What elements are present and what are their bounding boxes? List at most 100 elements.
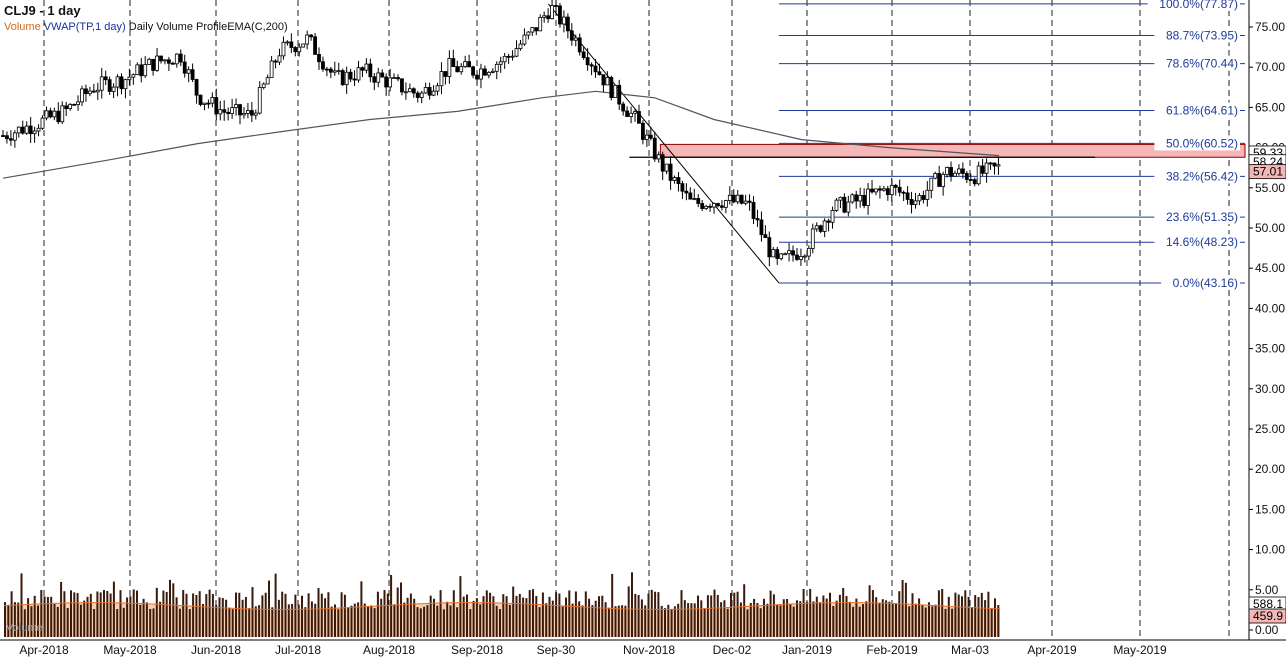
y-tick-label: 20.00: [1255, 462, 1285, 476]
volume-bar: [871, 590, 874, 637]
candle-body: [222, 109, 227, 113]
volume-bar: [591, 605, 594, 637]
volume-bar: [924, 607, 927, 637]
volume-bar: [228, 607, 231, 637]
volume-bar: [439, 590, 442, 637]
volume-bar: [829, 592, 831, 637]
volume-bar: [426, 605, 429, 637]
volume-bar: [690, 603, 693, 637]
candle-body: [372, 76, 377, 83]
volume-bar: [799, 601, 802, 637]
x-tick-label: Feb-2019: [866, 643, 918, 657]
candle-body: [968, 179, 973, 181]
volume-bar: [868, 585, 871, 637]
volume-bar: [466, 594, 468, 637]
candle-body: [257, 87, 262, 114]
candle-body: [16, 126, 21, 134]
volume-bar: [937, 590, 940, 637]
volume-bar: [805, 601, 808, 637]
candle-body: [380, 72, 385, 78]
volume-bar: [730, 593, 732, 637]
volume-bar: [258, 605, 261, 637]
candle-body: [684, 190, 689, 194]
volume-bar: [842, 587, 845, 637]
volume-bar: [27, 598, 30, 637]
volume-bar: [175, 597, 178, 637]
candle-body: [826, 220, 831, 223]
volume-bar: [667, 604, 670, 637]
study-volume[interactable]: Volume: [4, 21, 41, 33]
candle-body: [988, 162, 993, 165]
candle-body: [68, 103, 73, 110]
date-axis: Apr-2018 May-2018 Jun-2018 Jul-2018 Aug-2018…: [19, 643, 1167, 657]
volume-bar: [720, 602, 723, 637]
candle-body: [415, 92, 420, 98]
volume-bar: [766, 603, 769, 637]
volume-bar: [406, 597, 409, 637]
candle-body: [799, 256, 803, 260]
candle-body: [376, 72, 381, 83]
candle-body: [558, 5, 562, 25]
candle-body: [755, 218, 760, 221]
study-ema[interactable]: EMA(C,200): [227, 21, 288, 33]
volume-bar: [508, 604, 511, 637]
volume-bar: [571, 603, 574, 637]
candle-body: [759, 219, 764, 236]
candle-body: [514, 48, 519, 57]
volume-bar: [185, 593, 188, 637]
volume-bar: [654, 591, 657, 637]
price-marker-label: 459.9: [1253, 609, 1283, 623]
volume-bar: [621, 605, 624, 637]
volume-bar: [865, 601, 868, 637]
volume-bar: [594, 600, 597, 637]
candle-body: [388, 77, 393, 88]
candle-body: [305, 34, 310, 45]
volume-bar: [142, 598, 145, 637]
x-tick-label: Jan-2019: [782, 643, 832, 657]
volume-bar: [782, 599, 785, 637]
volume-bar: [822, 595, 825, 637]
candle-body: [617, 84, 622, 105]
volume-bar: [951, 608, 954, 637]
volume-bar: [79, 604, 82, 637]
study-vwap[interactable]: VWAP(TP,1 day): [43, 21, 126, 33]
volume-bar: [264, 592, 267, 637]
volume-bar: [673, 606, 676, 637]
volume-bar: [452, 590, 455, 637]
study-volume-profile[interactable]: Daily Volume Profile: [128, 21, 228, 33]
volume-bar: [749, 602, 752, 637]
fib-label-bg: [1154, 168, 1240, 184]
candle-body: [451, 58, 456, 68]
volume-bar: [528, 590, 531, 637]
fib-label-bg: [1154, 135, 1240, 151]
price-marker-label: 588.1: [1253, 597, 1283, 611]
candle-body: [731, 194, 736, 203]
candle-body: [901, 191, 906, 194]
candle-body: [850, 194, 855, 203]
candle-body: [167, 59, 171, 64]
volume-bar: [132, 589, 135, 637]
volume-bar: [928, 602, 930, 637]
volume-bar: [901, 580, 904, 637]
candle-body: [569, 30, 574, 41]
volume-bar: [627, 586, 630, 637]
x-tick-label: May-2019: [1113, 643, 1167, 657]
volume-bar: [961, 596, 963, 637]
volume-bar: [96, 591, 99, 637]
volume-bar: [248, 608, 251, 637]
candle-body: [103, 76, 108, 81]
candle-body: [546, 15, 551, 20]
candle-body: [356, 67, 361, 81]
candle-body: [522, 34, 527, 45]
volume-bar: [759, 608, 762, 637]
volume-bar: [489, 592, 492, 637]
volume-bar: [911, 593, 914, 637]
fib-label-bg: [1154, 234, 1240, 250]
volume-bar: [640, 599, 643, 637]
y-tick-label: 55.00: [1255, 181, 1285, 195]
candle-body: [127, 76, 132, 81]
volume-bar: [221, 598, 224, 637]
volume-bar: [726, 608, 729, 637]
candle-body: [400, 78, 404, 93]
candle-body: [889, 184, 894, 196]
